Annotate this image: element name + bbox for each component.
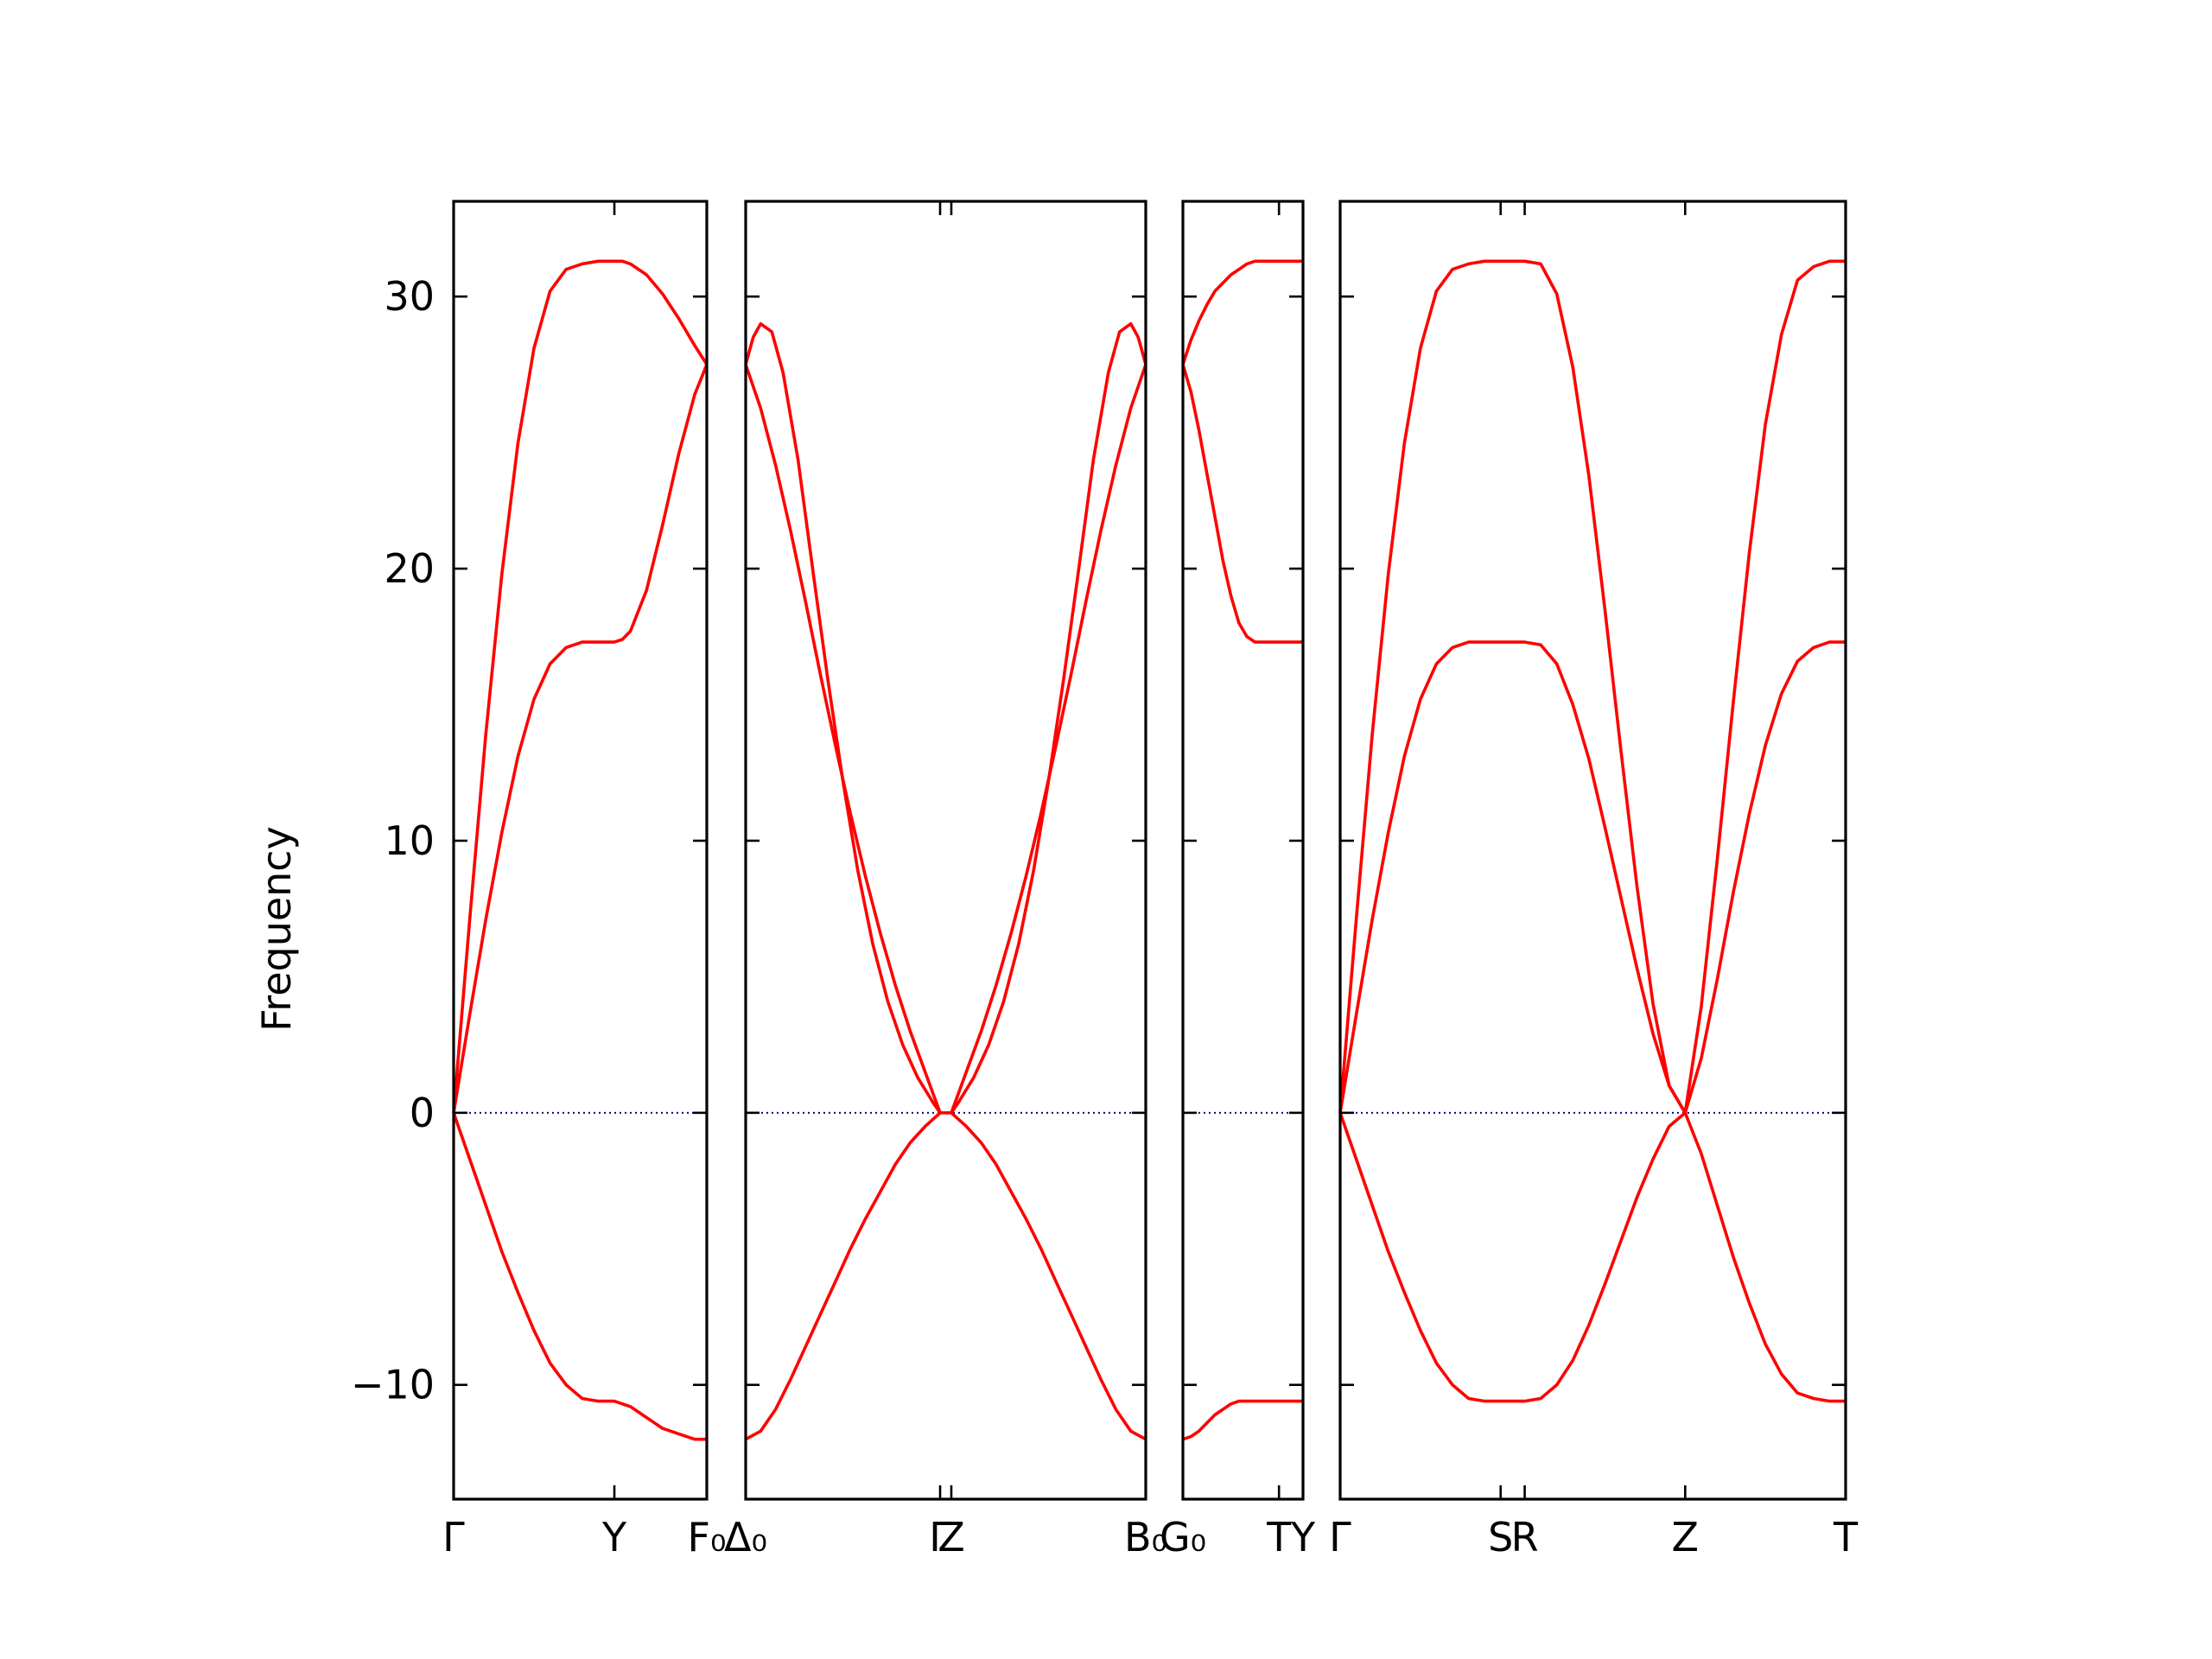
band-line bbox=[452, 1112, 707, 1441]
band-line bbox=[452, 364, 709, 1114]
band-line bbox=[1338, 640, 1846, 1115]
y-tick-label: 0 bbox=[410, 1090, 435, 1136]
x-tick-label: B₀ bbox=[1124, 1514, 1167, 1560]
x-tick-label: T bbox=[1266, 1514, 1292, 1560]
x-tick-label: Z bbox=[938, 1514, 965, 1560]
axis-ticks bbox=[452, 201, 1847, 1499]
x-tick-label: Δ₀ bbox=[724, 1514, 767, 1560]
band-line bbox=[745, 1111, 942, 1441]
band-line bbox=[1182, 1399, 1303, 1441]
x-tick-label: G₀ bbox=[1160, 1514, 1206, 1560]
panel-frame bbox=[744, 200, 1147, 1501]
panel-frame bbox=[452, 200, 709, 1501]
x-tick-label: F₀ bbox=[688, 1514, 727, 1560]
y-tick-label: −10 bbox=[351, 1362, 435, 1408]
x-tick-label: S bbox=[1488, 1514, 1513, 1560]
band-line bbox=[452, 259, 709, 1114]
band-line bbox=[744, 364, 942, 1114]
band-line bbox=[950, 364, 1147, 1114]
band-curves bbox=[452, 259, 1846, 1441]
x-tick-label: Γ bbox=[442, 1514, 465, 1560]
x-tick-label: Γ bbox=[1329, 1514, 1351, 1560]
y-tick-label: 20 bbox=[384, 545, 435, 592]
panel-frame bbox=[1338, 200, 1847, 1501]
band-line bbox=[1181, 259, 1303, 365]
panel-frame bbox=[1181, 200, 1305, 1501]
y-tick-label: 30 bbox=[384, 273, 435, 320]
x-tick-label: T bbox=[1833, 1514, 1859, 1560]
x-tick-label: R bbox=[1511, 1514, 1539, 1560]
band-line bbox=[950, 1111, 1147, 1441]
x-tick-label: Y bbox=[601, 1514, 627, 1560]
band-line bbox=[1181, 364, 1303, 644]
x-tick-label: Γ bbox=[929, 1514, 951, 1560]
x-tick-label: Z bbox=[1672, 1514, 1700, 1560]
panel-frames bbox=[452, 200, 1847, 1501]
band-line bbox=[950, 321, 1147, 1114]
y-axis-label: Frequency bbox=[253, 826, 300, 1032]
band-line bbox=[1338, 1111, 1846, 1403]
x-tick-label: Y bbox=[1290, 1514, 1316, 1560]
y-tick-label: 10 bbox=[384, 817, 435, 864]
band-line bbox=[744, 321, 942, 1114]
band-line bbox=[1338, 259, 1846, 1115]
